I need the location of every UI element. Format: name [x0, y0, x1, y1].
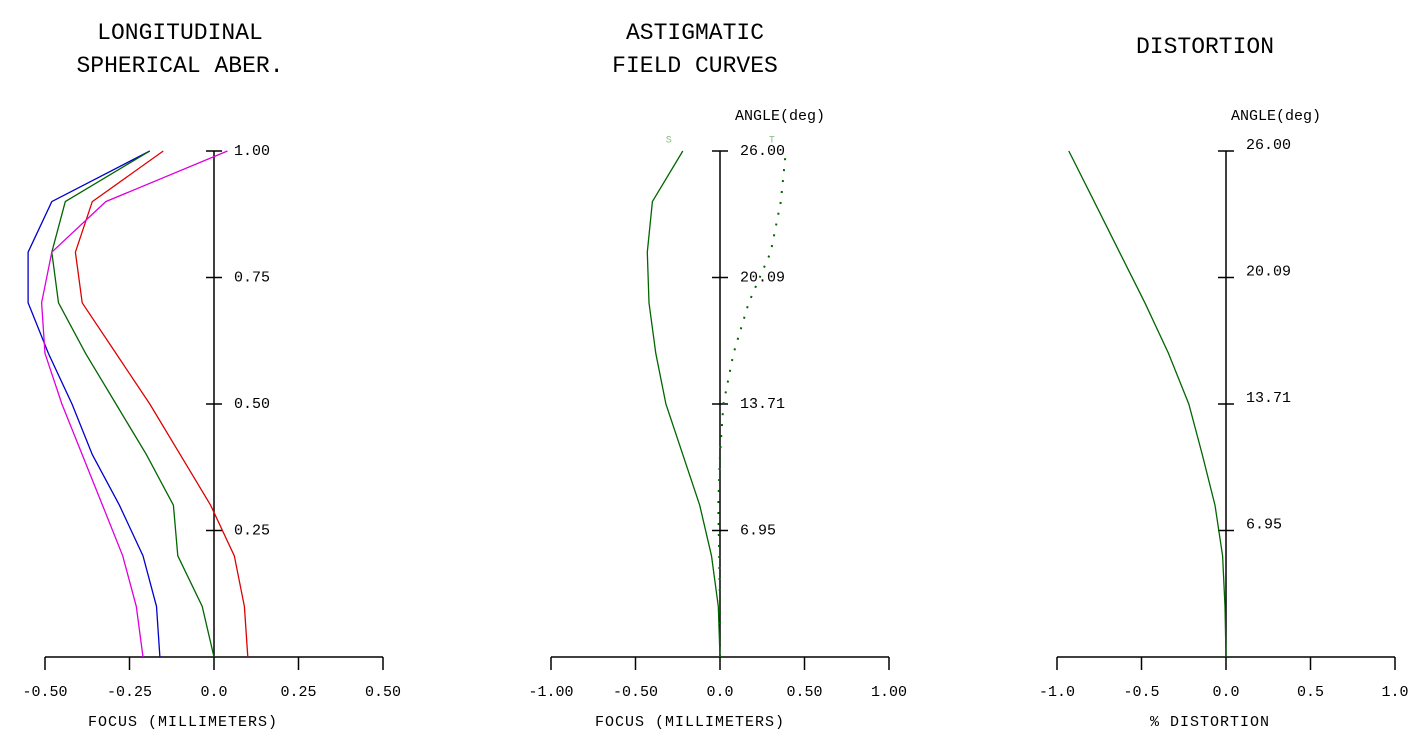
- x-tick-label: 0.50: [365, 684, 401, 701]
- y-tick-label: 6.95: [740, 522, 776, 539]
- x-tick-label: 0.0: [1212, 684, 1239, 701]
- y-tick-label: 26.00: [740, 143, 785, 160]
- y-axis-label: ANGLE(deg): [735, 108, 825, 125]
- series-label: T: [769, 136, 775, 147]
- x-tick-label: -1.0: [1039, 684, 1075, 701]
- series-line: [27, 150, 161, 658]
- series-line: [646, 150, 721, 658]
- x-tick-label: 0.25: [280, 684, 316, 701]
- y-tick-label: 13.71: [740, 396, 785, 413]
- y-tick-label: 6.95: [1246, 516, 1282, 533]
- x-tick-label: 1.0: [1381, 684, 1408, 701]
- chart-title: ASTIGMATIC: [626, 20, 764, 46]
- y-tick-label: 0.75: [234, 269, 270, 286]
- x-axis-label: % DISTORTION: [1150, 714, 1270, 731]
- series-line: [51, 150, 215, 658]
- series-line: [40, 150, 228, 658]
- x-tick-label: 0.50: [786, 684, 822, 701]
- chart-title: DISTORTION: [1136, 34, 1274, 60]
- y-tick-label: 0.50: [234, 396, 270, 413]
- x-tick-label: 0.5: [1297, 684, 1324, 701]
- x-tick-label: -0.50: [22, 684, 67, 701]
- y-tick-label: 0.25: [234, 522, 270, 539]
- series-line: [717, 150, 787, 657]
- x-tick-label: 0.0: [706, 684, 733, 701]
- x-tick-label: 1.00: [871, 684, 907, 701]
- chart-title: SPHERICAL ABER.: [76, 53, 283, 79]
- y-axis-label: ANGLE(deg): [1231, 108, 1321, 125]
- chart-title: FIELD CURVES: [612, 53, 778, 79]
- x-tick-label: -0.5: [1123, 684, 1159, 701]
- x-axis-label: FOCUS (MILLIMETERS): [595, 714, 785, 731]
- x-tick-label: -1.00: [528, 684, 573, 701]
- x-axis-label: FOCUS (MILLIMETERS): [88, 714, 278, 731]
- series-line: [74, 150, 249, 658]
- x-tick-label: 0.0: [200, 684, 227, 701]
- series-label: S: [666, 136, 672, 147]
- y-tick-label: 26.00: [1246, 137, 1291, 154]
- x-tick-label: -0.50: [613, 684, 658, 701]
- y-tick-label: 20.09: [740, 269, 785, 286]
- y-tick-label: 1.00: [234, 143, 270, 160]
- chart-title: LONGITUDINAL: [97, 20, 263, 46]
- x-tick-label: -0.25: [107, 684, 152, 701]
- series-line: [1068, 150, 1227, 658]
- y-tick-label: 13.71: [1246, 390, 1291, 407]
- y-tick-label: 20.09: [1246, 263, 1291, 280]
